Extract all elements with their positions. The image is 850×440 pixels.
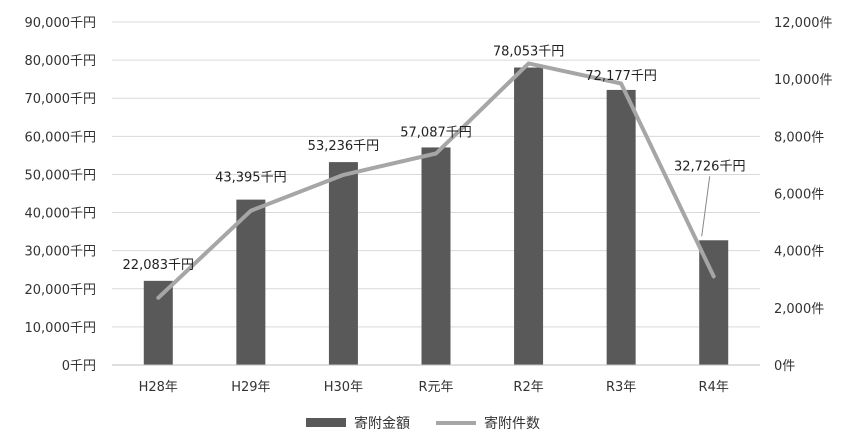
x-tick-label: H29年: [231, 380, 270, 395]
legend-label: 寄附金額: [354, 415, 410, 432]
y-right-tick-label: 8,000件: [774, 130, 824, 145]
legend-label: 寄附件数: [484, 415, 540, 432]
line-series-path: [156, 61, 716, 300]
bar-series: [143, 67, 729, 366]
y-axis-right: 0件 2,000件 4,000件 6,000件 8,000件 10,000件 12,000件: [774, 16, 833, 374]
y-right-tick-label: 10,000件: [774, 73, 833, 88]
x-tick-label: R4年: [699, 380, 729, 395]
x-tick-label: H30年: [324, 380, 363, 395]
x-tick-label: R3年: [606, 380, 636, 395]
x-axis: H28年 H29年 H30年 R元年 R2年 R3年 R4年: [112, 364, 760, 395]
y-axis-left: 0千円 10,000千円 20,000千円 30,000千円 40,000千円 50,00…: [25, 16, 97, 374]
line-series: [156, 61, 716, 300]
y-right-tick-label: 0件: [774, 359, 795, 374]
data-label: 72,177千円: [585, 69, 657, 84]
x-tick-label: R元年: [418, 380, 453, 395]
y-left-tick-label: 90,000千円: [25, 16, 97, 31]
legend-swatch-bar: [306, 418, 346, 427]
bar: [699, 240, 729, 365]
y-left-tick-label: 60,000千円: [25, 130, 97, 145]
y-left-tick-label: 50,000千円: [25, 168, 97, 183]
y-right-tick-label: 6,000件: [774, 188, 824, 203]
y-right-tick-label: 4,000件: [774, 245, 824, 260]
y-left-tick-label: 0千円: [62, 359, 96, 374]
data-label: 53,236千円: [308, 139, 380, 154]
y-left-tick-label: 20,000千円: [25, 283, 97, 298]
data-label: 43,395千円: [215, 171, 287, 186]
data-labels: 22,083千円 43,395千円 53,236千円 57,087千円 78,053千円…: [123, 45, 746, 273]
y-left-tick-label: 80,000千円: [25, 54, 97, 69]
y-right-tick-label: 12,000件: [774, 16, 833, 31]
x-tick-label: H28年: [139, 380, 178, 395]
bar: [143, 280, 173, 365]
y-left-tick-label: 70,000千円: [25, 92, 97, 107]
data-label: 22,083千円: [123, 258, 195, 273]
data-label: 78,053千円: [493, 45, 565, 60]
y-left-tick-label: 40,000千円: [25, 207, 97, 222]
x-tick-label: R2年: [513, 380, 543, 395]
bar: [606, 89, 636, 366]
data-label: 57,087千円: [400, 125, 472, 140]
y-left-tick-label: 30,000千円: [25, 245, 97, 260]
data-label-leader: [701, 176, 711, 237]
y-right-tick-label: 2,000件: [774, 302, 824, 317]
legend: 寄附金額 寄附件数: [306, 415, 540, 432]
bar: [514, 67, 544, 365]
y-left-tick-label: 10,000千円: [25, 321, 97, 336]
data-label: 32,726千円: [674, 159, 746, 174]
bar: [236, 199, 266, 365]
bar: [328, 162, 358, 365]
bar: [421, 147, 451, 365]
